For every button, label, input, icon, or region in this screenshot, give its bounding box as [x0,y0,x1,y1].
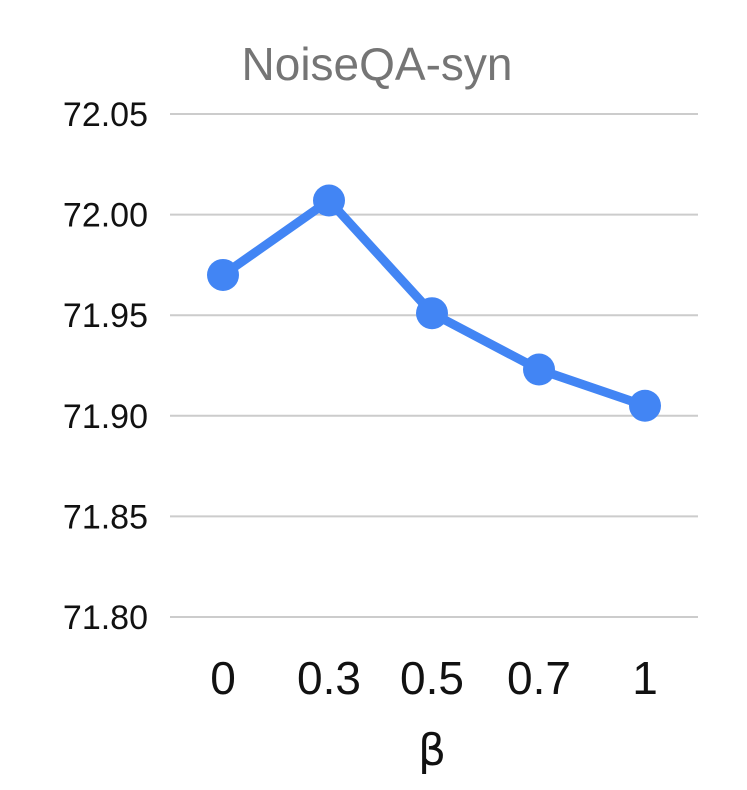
y-tick-label: 71.85 [63,498,148,536]
y-tick-label: 72.00 [63,197,148,235]
x-axis-ticks: 0 0.3 0.5 0.7 1 [210,652,658,704]
x-tick-label: 0.7 [507,652,571,704]
y-tick-label: 71.80 [63,599,148,637]
data-point [523,353,555,386]
x-tick-label: 0.5 [400,652,464,704]
x-tick-label: 1 [632,652,658,704]
y-tick-label: 72.05 [63,96,148,134]
chart-title: NoiseQA-syn [242,38,513,90]
y-axis-ticks: 71.80 71.85 71.90 71.95 72.00 72.05 [63,96,148,637]
data-point [629,389,661,422]
y-tick-label: 71.90 [63,398,148,436]
x-tick-label: 0 [210,652,236,704]
y-tick-label: 71.95 [63,297,148,335]
gridlines [170,113,698,618]
x-tick-label: 0.3 [297,652,361,704]
data-point [416,297,448,330]
x-axis-label: β [418,725,446,776]
series-line-group [207,184,661,422]
data-point [207,258,239,291]
data-point [313,184,345,217]
